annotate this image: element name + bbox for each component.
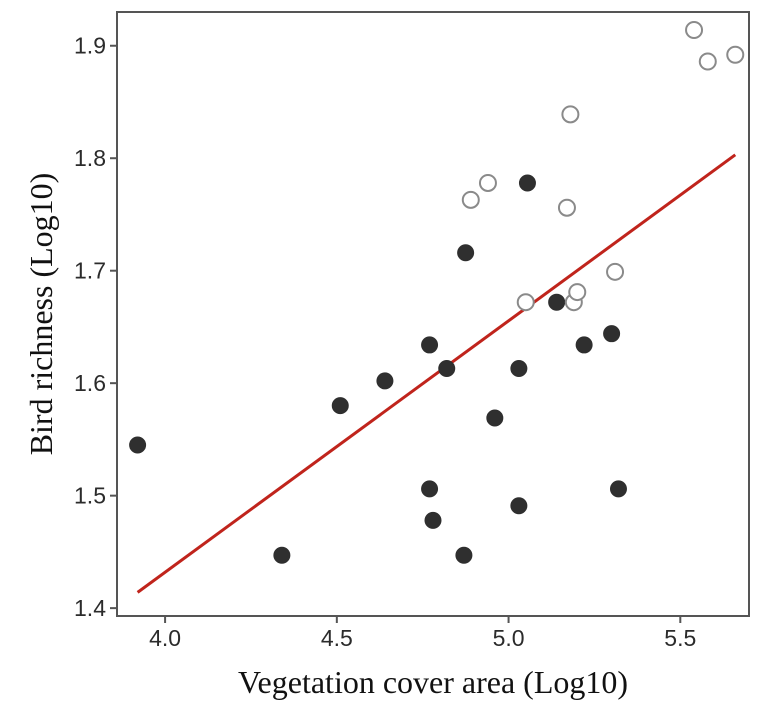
data-point-filled: [510, 360, 528, 378]
data-point-filled: [273, 546, 291, 564]
data-point-filled: [510, 497, 528, 515]
data-point-filled: [331, 397, 349, 415]
data-point-filled: [376, 372, 394, 390]
data-point-open: [606, 262, 625, 281]
data-point-open: [557, 198, 576, 217]
x-axis: 4.0 4.5 5.0 5.5: [149, 616, 696, 651]
data-point-filled: [609, 480, 627, 498]
x-tick-label: 5.0: [493, 625, 525, 651]
data-point-open: [726, 45, 745, 64]
data-point-open: [698, 52, 717, 71]
data-point-filled: [548, 293, 566, 311]
data-point-open: [568, 283, 587, 302]
y-tick-label: 1.7: [74, 258, 106, 284]
data-point-filled: [421, 480, 439, 498]
data-point-filled: [424, 511, 442, 529]
data-point-open: [516, 293, 535, 312]
x-tick-label: 4.0: [149, 625, 181, 651]
y-axis: 1.4 1.5 1.6 1.7 1.8 1.9: [74, 33, 117, 621]
data-point-open: [685, 20, 704, 39]
data-point-filled: [518, 174, 536, 192]
data-point-open: [461, 190, 480, 209]
data-point-filled: [455, 546, 473, 564]
data-point-open: [561, 105, 580, 124]
data-point-open: [478, 173, 497, 192]
data-point-filled: [457, 244, 475, 262]
data-point-filled: [129, 436, 147, 454]
y-tick-label: 1.8: [74, 145, 106, 171]
points-layer: [129, 20, 745, 564]
x-tick-label: 5.5: [664, 625, 696, 651]
x-tick-label: 4.5: [321, 625, 353, 651]
regression-line: [136, 153, 737, 594]
x-axis-label: Vegetation cover area (Log10): [238, 664, 628, 700]
y-axis-label: Bird richness (Log10): [23, 173, 59, 456]
y-tick-label: 1.5: [74, 483, 106, 509]
trendline-layer: [136, 153, 737, 594]
y-tick-label: 1.4: [74, 595, 106, 621]
y-tick-label: 1.6: [74, 370, 106, 396]
data-point-filled: [421, 336, 439, 354]
data-point-filled: [603, 325, 621, 343]
data-point-filled: [575, 336, 593, 354]
y-tick-label: 1.9: [74, 33, 106, 59]
data-point-filled: [438, 360, 456, 378]
data-point-filled: [486, 409, 504, 427]
